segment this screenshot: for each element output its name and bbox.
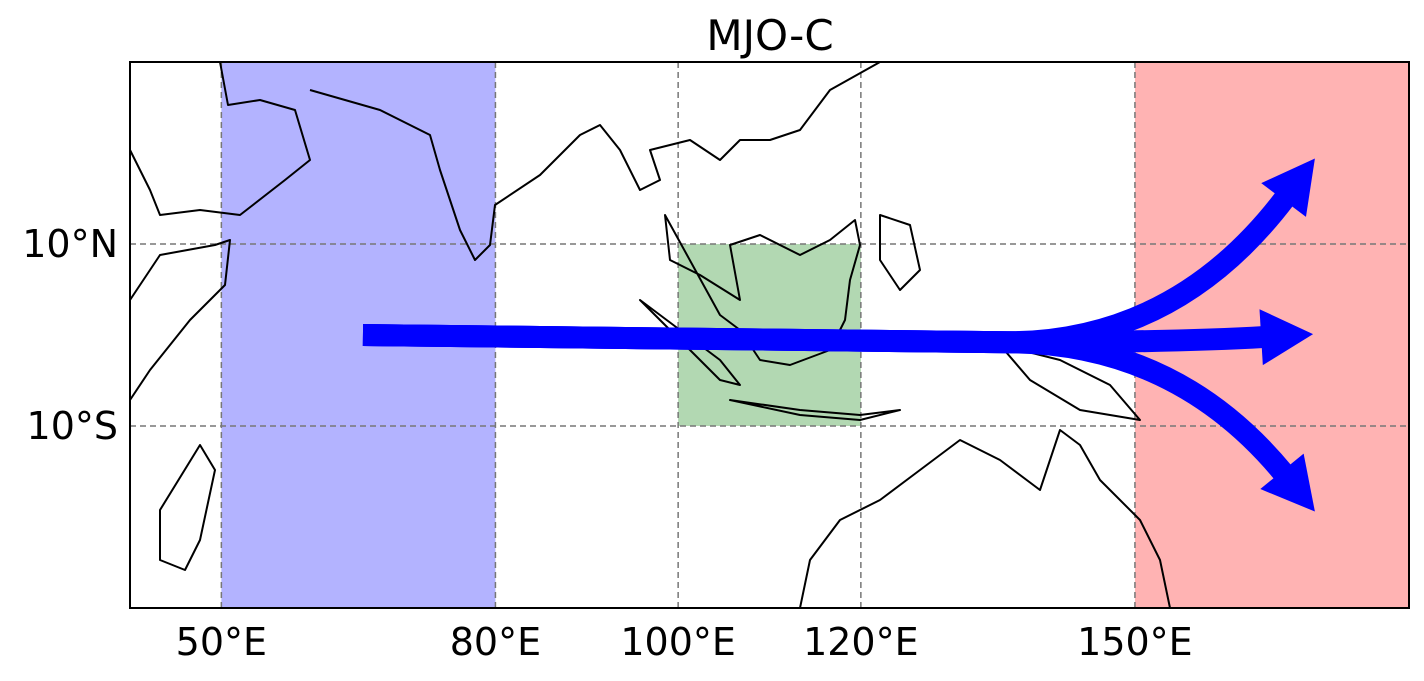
coastline bbox=[729, 399, 901, 421]
coastline bbox=[664, 214, 861, 366]
y-tick-label: 10°N bbox=[22, 222, 118, 266]
arrow-head bbox=[1261, 158, 1315, 217]
x-tick-label: 150°E bbox=[1077, 620, 1193, 664]
arrow-head bbox=[1259, 309, 1314, 366]
coastline bbox=[879, 214, 921, 291]
arrow-head bbox=[1260, 453, 1315, 512]
arrow bbox=[362, 324, 1315, 512]
x-tick-label: 50°E bbox=[176, 620, 267, 664]
arrows bbox=[362, 158, 1315, 512]
x-tick-label: 100°E bbox=[620, 620, 736, 664]
coastline bbox=[799, 429, 1171, 608]
tick-labels: 50°E 80°E 100°E 120°E 150°E 10°N 10°S bbox=[22, 222, 1192, 664]
coastlines bbox=[130, 62, 1171, 608]
map-title: MJO-C bbox=[706, 11, 833, 60]
coastline bbox=[999, 344, 1141, 421]
coastline bbox=[130, 62, 311, 216]
coastline bbox=[159, 444, 216, 571]
coastline bbox=[309, 62, 881, 261]
y-tick-label: 10°S bbox=[27, 404, 118, 448]
x-tick-label: 80°E bbox=[450, 620, 541, 664]
arrow-shaft bbox=[362, 324, 1294, 482]
coastline bbox=[130, 239, 231, 401]
x-tick-label: 120°E bbox=[803, 620, 919, 664]
map-frame bbox=[129, 61, 1410, 609]
